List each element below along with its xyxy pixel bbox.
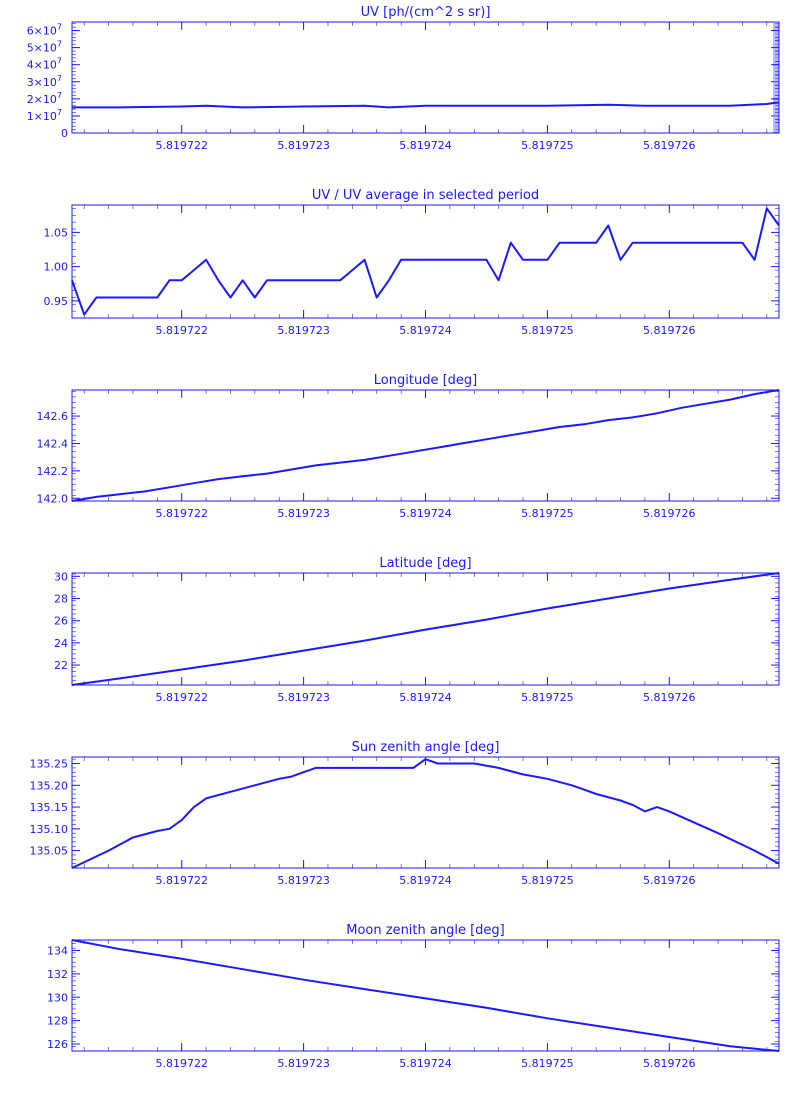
x-tick-label: 5.819726 <box>643 507 696 520</box>
x-tick-label: 5.819722 <box>155 507 208 520</box>
y-tick-label-base: 3×10 <box>27 76 57 89</box>
plot-frame <box>71 389 780 502</box>
x-tick-label: 5.819722 <box>155 691 208 704</box>
y-tick-label: 30 <box>54 570 68 583</box>
x-tick-label: 5.819725 <box>521 874 574 887</box>
y-tick-label-exponent: 7 <box>57 108 62 117</box>
x-tick-label: 5.819724 <box>399 691 452 704</box>
chart-panel-2: UV / UV average in selected period 5.8197… <box>44 188 780 337</box>
x-tick-label: 5.819723 <box>277 507 330 520</box>
x-tick-label: 5.819724 <box>399 139 452 152</box>
x-tick-label: 5.819725 <box>521 139 574 152</box>
chart-title: Longitude [deg] <box>374 373 477 388</box>
y-tick-label-exponent: 7 <box>57 74 62 83</box>
y-tick-label: 128 <box>47 1015 68 1028</box>
chart-title: UV [ph/(cm^2 s sr)] <box>361 5 491 20</box>
y-tick-label: 1×107 <box>27 108 62 123</box>
y-tick-label: 26 <box>54 615 68 628</box>
series-line <box>72 101 780 109</box>
y-tick-label: 6×107 <box>27 23 62 38</box>
chart-title: Moon zenith angle [deg] <box>346 923 504 938</box>
x-tick-label: 5.819723 <box>277 691 330 704</box>
y-tick-label-exponent: 7 <box>57 23 62 32</box>
y-tick-label-base: 4×10 <box>27 59 57 72</box>
y-tick-label-exponent: 7 <box>57 57 62 66</box>
y-tick-label: 1.00 <box>44 261 69 274</box>
series-line <box>71 572 780 686</box>
x-tick-label: 5.819724 <box>399 507 452 520</box>
x-tick-label: 5.819723 <box>277 874 330 887</box>
y-tick-label: 2×107 <box>27 91 62 106</box>
x-tick-label: 5.819725 <box>521 507 574 520</box>
x-tick-label: 5.819723 <box>277 139 330 152</box>
x-tick-label: 5.819722 <box>155 139 208 152</box>
y-tick-label: 126 <box>47 1038 68 1051</box>
x-tick-label: 5.819726 <box>643 324 696 337</box>
y-tick-label-exponent: 7 <box>57 91 62 100</box>
y-tick-label: 28 <box>54 593 68 606</box>
chart-panel-6: Moon zenith angle [deg] 5.819722 5.819723 5… <box>47 923 780 1070</box>
chart-panel-4: Latitude [deg] 5.819722 5.819723 5.819724 5.… <box>54 556 780 704</box>
y-tick-label: 4×107 <box>27 57 62 72</box>
y-tick-label: 3×107 <box>27 74 62 89</box>
x-tick-label: 5.819723 <box>277 324 330 337</box>
x-tick-label: 5.819722 <box>155 1057 208 1070</box>
series-line <box>71 389 780 502</box>
x-tick-label: 5.819722 <box>155 874 208 887</box>
y-tick-label-base: 2×10 <box>27 93 57 106</box>
chart-panel-3: Longitude [deg] 5.819722 5.819723 5.819724 5… <box>37 373 780 520</box>
y-tick-label: 1.05 <box>44 226 69 239</box>
x-tick-label: 5.819726 <box>643 874 696 887</box>
series-line <box>71 758 780 869</box>
chart-title: UV / UV average in selected period <box>312 188 539 203</box>
chart-panel-1: UV [ph/(cm^2 s sr)] 5.819722 5.819723 5.819… <box>27 5 780 152</box>
y-tick-label: 135.15 <box>30 801 69 814</box>
x-tick-label: 5.819725 <box>521 324 574 337</box>
y-tick-label: 135.10 <box>30 823 69 836</box>
plot-frame <box>71 939 780 1052</box>
chart-title: Latitude [deg] <box>379 556 471 571</box>
y-tick-label-base: 1×10 <box>27 110 57 123</box>
x-tick-label: 5.819726 <box>643 691 696 704</box>
y-tick-label: 135.20 <box>30 779 69 792</box>
y-tick-label: 5×107 <box>27 40 62 55</box>
y-tick-label: 132 <box>47 968 68 981</box>
y-tick-label: 130 <box>47 991 68 1004</box>
y-tick-label-base: 6×10 <box>27 25 57 38</box>
y-tick-label: 142.0 <box>37 492 69 505</box>
y-tick-label: 134 <box>47 945 68 958</box>
x-tick-label: 5.819725 <box>521 1057 574 1070</box>
y-tick-label: 142.4 <box>37 437 69 450</box>
x-tick-label: 5.819726 <box>643 1057 696 1070</box>
y-tick-label: 142.6 <box>37 410 69 423</box>
x-tick-label: 5.819724 <box>399 874 452 887</box>
x-tick-label: 5.819724 <box>399 324 452 337</box>
y-tick-label: 0 <box>61 127 68 140</box>
y-tick-label-exponent: 7 <box>57 40 62 49</box>
x-tick-label: 5.819722 <box>155 324 208 337</box>
x-tick-label: 5.819723 <box>277 1057 330 1070</box>
chart-title: Sun zenith angle [deg] <box>352 740 500 755</box>
plot-frame <box>71 21 780 134</box>
y-tick-label: 135.05 <box>30 845 69 858</box>
y-tick-label-base: 5×10 <box>27 42 57 55</box>
y-tick-label: 0.95 <box>44 295 69 308</box>
y-tick-label: 135.25 <box>30 758 69 771</box>
y-tick-label: 24 <box>54 637 68 650</box>
x-tick-label: 5.819724 <box>399 1057 452 1070</box>
series-line <box>71 939 780 1052</box>
series-line <box>71 207 780 316</box>
plot-frame <box>71 204 780 319</box>
y-tick-label: 142.2 <box>37 465 69 478</box>
chart-panel-5: Sun zenith angle [deg] 5.819722 5.819723 5.… <box>30 740 780 887</box>
x-tick-label: 5.819726 <box>643 139 696 152</box>
y-tick-label: 22 <box>54 659 68 672</box>
x-tick-label: 5.819725 <box>521 691 574 704</box>
